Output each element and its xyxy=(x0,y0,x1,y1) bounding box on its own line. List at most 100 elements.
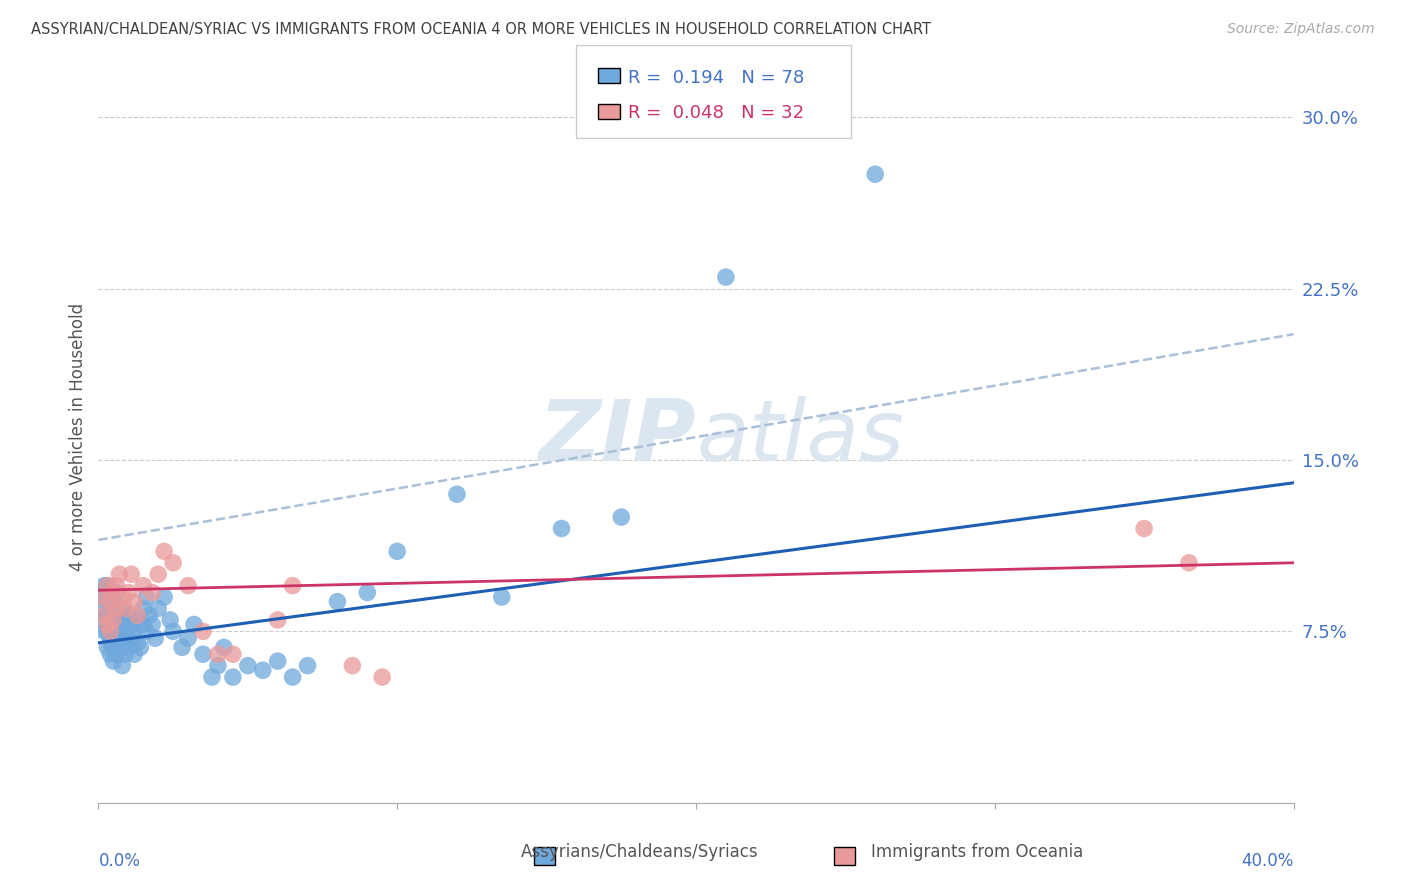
Point xyxy=(105,647,128,661)
Point xyxy=(93,624,115,639)
Point xyxy=(135,624,157,639)
Point xyxy=(222,647,245,661)
Point xyxy=(159,613,181,627)
Point xyxy=(326,595,349,609)
Point xyxy=(96,608,118,623)
Point xyxy=(111,590,134,604)
Point xyxy=(98,624,122,639)
Point xyxy=(446,487,468,501)
Point xyxy=(90,590,112,604)
Point xyxy=(90,590,112,604)
Point xyxy=(207,658,229,673)
Point xyxy=(93,579,115,593)
Text: 0.0%: 0.0% xyxy=(98,852,141,870)
Point xyxy=(111,636,134,650)
Point xyxy=(93,585,115,599)
Point xyxy=(385,544,409,558)
Point xyxy=(153,544,176,558)
Point xyxy=(141,585,163,599)
Point xyxy=(127,636,149,650)
Point xyxy=(162,624,184,639)
Point xyxy=(90,613,112,627)
Point xyxy=(98,636,122,650)
Point xyxy=(103,624,125,639)
Text: Source: ZipAtlas.com: Source: ZipAtlas.com xyxy=(1227,22,1375,37)
Text: ZIP: ZIP xyxy=(538,395,696,479)
Point xyxy=(491,590,513,604)
Text: Assyrians/Chaldeans/Syriacs: Assyrians/Chaldeans/Syriacs xyxy=(520,843,759,861)
Point xyxy=(98,617,122,632)
Point xyxy=(117,640,139,655)
Point xyxy=(143,632,166,646)
Point xyxy=(141,617,163,632)
Point xyxy=(132,601,155,615)
Y-axis label: 4 or more Vehicles in Household: 4 or more Vehicles in Household xyxy=(69,303,87,571)
Point xyxy=(207,647,229,661)
Point xyxy=(191,624,214,639)
Point xyxy=(252,663,274,677)
Point xyxy=(865,167,887,181)
Point xyxy=(120,636,142,650)
Point xyxy=(120,617,142,632)
Point xyxy=(96,617,118,632)
Point xyxy=(236,658,259,673)
Point xyxy=(135,590,157,604)
Text: Immigrants from Oceania: Immigrants from Oceania xyxy=(872,843,1083,861)
Point xyxy=(714,270,737,285)
Point xyxy=(610,510,633,524)
Point xyxy=(281,670,304,684)
Point xyxy=(105,585,128,599)
Point xyxy=(177,579,200,593)
Point xyxy=(111,617,134,632)
Point xyxy=(96,640,118,655)
Point xyxy=(105,601,128,615)
Point xyxy=(222,670,245,684)
Point xyxy=(148,567,170,582)
Point xyxy=(172,640,194,655)
Point xyxy=(117,608,139,623)
Point xyxy=(98,590,122,604)
Point xyxy=(114,613,136,627)
Point xyxy=(103,585,125,599)
Point xyxy=(103,654,125,668)
Point xyxy=(281,579,304,593)
Point xyxy=(105,579,128,593)
Point xyxy=(183,617,205,632)
Text: ASSYRIAN/CHALDEAN/SYRIAC VS IMMIGRANTS FROM OCEANIA 4 OR MORE VEHICLES IN HOUSEH: ASSYRIAN/CHALDEAN/SYRIAC VS IMMIGRANTS F… xyxy=(31,22,931,37)
Point xyxy=(153,590,176,604)
Point xyxy=(96,579,118,593)
Point xyxy=(93,608,115,623)
Point xyxy=(124,624,146,639)
Point xyxy=(103,595,125,609)
Point xyxy=(267,613,290,627)
Point xyxy=(267,654,290,668)
Point xyxy=(297,658,319,673)
Point xyxy=(117,624,139,639)
Point xyxy=(105,632,128,646)
Point xyxy=(103,613,125,627)
Point xyxy=(201,670,224,684)
Point xyxy=(356,585,378,599)
Point xyxy=(114,632,136,646)
Point xyxy=(138,608,160,623)
Point xyxy=(148,601,170,615)
Point xyxy=(342,658,364,673)
Point xyxy=(96,624,118,639)
Point xyxy=(93,601,115,615)
Point xyxy=(108,640,131,655)
Point xyxy=(108,567,131,582)
Point xyxy=(108,624,131,639)
Point xyxy=(129,640,152,655)
Point xyxy=(550,521,572,535)
Point xyxy=(103,613,125,627)
Point xyxy=(124,647,146,661)
Text: R =  0.194   N = 78: R = 0.194 N = 78 xyxy=(628,69,804,87)
Point xyxy=(114,647,136,661)
Point xyxy=(124,595,146,609)
Point xyxy=(132,617,155,632)
Point xyxy=(108,608,131,623)
Point xyxy=(162,556,184,570)
Text: 40.0%: 40.0% xyxy=(1241,852,1294,870)
Point xyxy=(177,632,200,646)
Point xyxy=(212,640,235,655)
